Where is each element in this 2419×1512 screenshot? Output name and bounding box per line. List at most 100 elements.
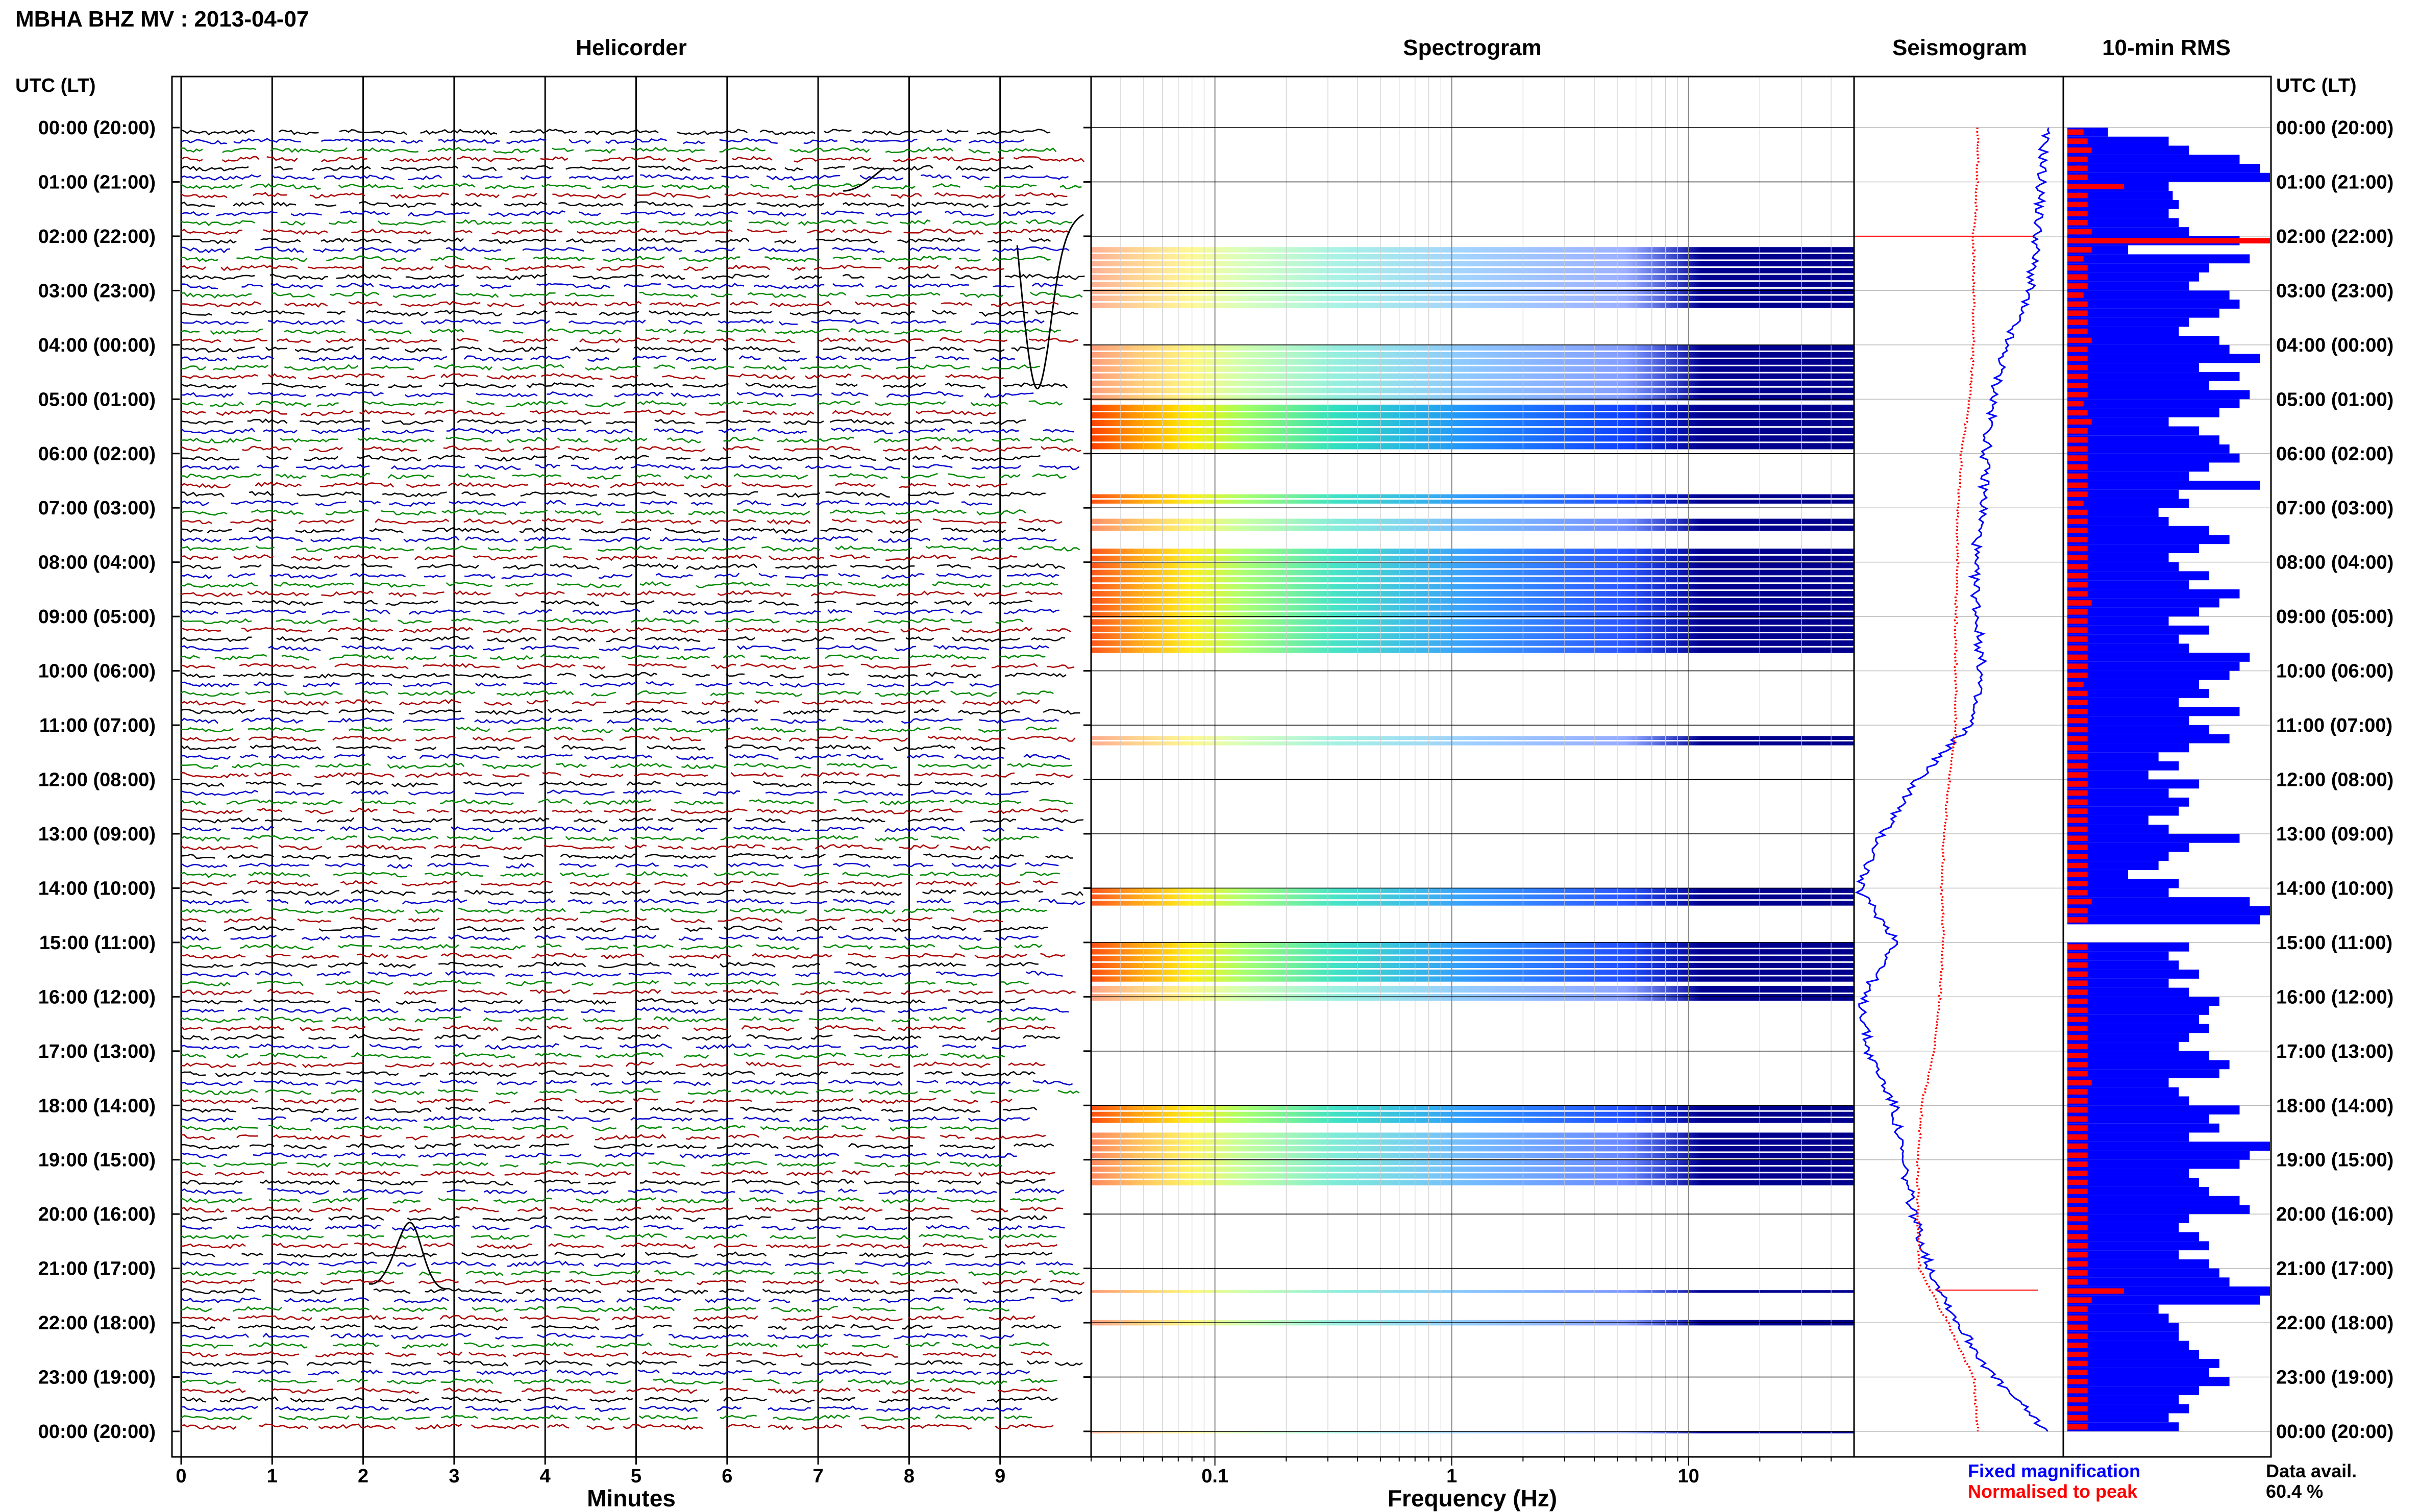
time-label: 12:00 (08:00)	[2276, 770, 2393, 791]
time-label: 00:00 (20:00)	[2276, 1421, 2393, 1443]
time-label: 10:00 (06:00)	[2276, 661, 2393, 682]
seismogram-title: Seismogram	[1892, 35, 2027, 60]
rms-fixed-bar	[2067, 951, 2169, 961]
helicorder-trace	[181, 1143, 1054, 1150]
helicorder-trace	[181, 627, 1072, 634]
spectrogram-band	[1091, 525, 1854, 531]
helicorder-trace	[181, 427, 1074, 435]
helicorder-trace	[181, 898, 1085, 906]
rms-normalised-bar	[2067, 1188, 2088, 1195]
time-label: 07:00 (03:00)	[2276, 498, 2393, 519]
rms-fixed-bar	[2067, 526, 2209, 535]
helicorder-trace	[181, 789, 1029, 796]
time-label: 00:00 (20:00)	[38, 117, 156, 139]
helicorder-trace	[181, 1269, 1080, 1276]
spectrogram-band	[1091, 994, 1854, 1001]
rms-fixed-bar	[2067, 1033, 2189, 1043]
rms-fixed-bar	[2067, 725, 2209, 734]
rms-normalised-bar	[2067, 1397, 2088, 1403]
rms-normalised-bar	[2067, 953, 2088, 959]
rms-normalised-bar	[2067, 1116, 2088, 1122]
spectrogram-band	[1091, 626, 1854, 632]
rms-fixed-bar	[2067, 1331, 2179, 1341]
rms-fixed-bar	[2067, 888, 2169, 898]
rms-fixed-bar	[2067, 1404, 2189, 1414]
rms-normalised-bar	[2067, 383, 2088, 388]
rms-normalised-bar	[2067, 265, 2088, 271]
time-label: 20:00 (16:00)	[2276, 1204, 2393, 1225]
time-label: 11:00 (07:00)	[39, 715, 156, 736]
spectrogram-band	[1091, 1111, 1854, 1117]
helicorder-trace	[181, 944, 1043, 951]
rms-fixed-bar	[2067, 1304, 2159, 1314]
rms-normalised-bar	[2067, 292, 2084, 298]
rms-normalised-bar	[2067, 256, 2084, 262]
time-label: 15:00 (11:00)	[39, 932, 156, 954]
time-label: 19:00 (15:00)	[38, 1150, 156, 1171]
rms-fixed-bar	[2067, 417, 2169, 427]
rms-fixed-bar	[2067, 1341, 2189, 1350]
spectrogram-band	[1091, 598, 1854, 604]
rms-normalised-bar	[2067, 247, 2092, 253]
spectrogram-band	[1091, 962, 1854, 969]
seismogram-normalised-trace	[1915, 127, 1980, 1432]
rms-normalised-bar	[2067, 1234, 2088, 1240]
helicorder-trace	[181, 1170, 1055, 1177]
rms-fixed-bar	[2067, 1413, 2169, 1423]
rms-fixed-bar	[2067, 1024, 2209, 1033]
rms-normalised-bar	[2067, 528, 2088, 533]
helicorder-trace	[181, 1242, 1057, 1249]
rms-normalised-bar	[2067, 1161, 2088, 1167]
rms-fixed-bar	[2067, 779, 2200, 789]
time-label: 23:00 (19:00)	[38, 1367, 156, 1389]
spectrogram-band	[1091, 1290, 1854, 1293]
rms-normalised-bar	[2067, 1143, 2088, 1149]
rms-fixed-bar	[2067, 653, 2250, 662]
rms-fixed-bar	[2067, 997, 2219, 1006]
helicorder-trace	[181, 880, 1058, 887]
helicorder-trace	[181, 138, 1025, 145]
rms-fixed-bar	[2067, 263, 2209, 272]
spectrogram-band	[1091, 976, 1854, 982]
rms-fixed-bar	[2067, 363, 2200, 373]
helicorder-trace	[181, 1034, 1060, 1042]
rms-normalised-bar	[2067, 229, 2092, 235]
rms-normalised-bar	[2067, 473, 2088, 479]
helicorder-trace	[181, 455, 1041, 462]
rms-normalised-bar	[2067, 175, 2088, 180]
rms-fixed-bar	[2067, 797, 2189, 807]
legend-fixed: Fixed magnification	[1968, 1460, 2140, 1481]
rms-normalised-bar	[2067, 1098, 2088, 1104]
helicorder-trace	[181, 301, 1059, 308]
helicorder-trace	[181, 672, 1067, 679]
rms-normalised-bar	[2067, 1107, 2088, 1113]
time-label: 00:00 (20:00)	[2276, 117, 2393, 139]
rms-fixed-bar	[2067, 1250, 2179, 1259]
spectrogram-band	[1091, 942, 1854, 948]
rms-fixed-bar	[2067, 1259, 2209, 1269]
helicorder-trace	[181, 355, 1015, 362]
time-label: 15:00 (11:00)	[2276, 932, 2392, 954]
helicorder-trace	[181, 1197, 1056, 1204]
rms-fixed-bar	[2067, 272, 2200, 282]
rms-normalised-bar	[2067, 1243, 2088, 1249]
helicorder-trace	[181, 1278, 1084, 1286]
rms-normalised-bar	[2067, 989, 2088, 995]
helicorder-trace	[181, 1043, 1026, 1050]
rms-normalised-bar	[2067, 817, 2088, 823]
spectrogram-band	[1091, 295, 1854, 302]
time-label: 01:00 (21:00)	[2276, 171, 2393, 193]
rms-normalised-bar	[2067, 1343, 2088, 1348]
rms-normalised-bar	[2067, 781, 2088, 787]
spectrogram-band	[1091, 380, 1854, 386]
helicorder-trace	[181, 1179, 1046, 1186]
helicorder-trace	[181, 310, 1079, 317]
time-label: 05:00 (01:00)	[38, 389, 156, 410]
rms-normalised-bar	[2067, 301, 2088, 307]
rms-normalised-bar	[2067, 1387, 2088, 1394]
rms-fixed-bar	[2067, 1078, 2169, 1087]
helicorder-trace	[181, 509, 1026, 516]
time-label: 21:00 (17:00)	[2276, 1258, 2393, 1280]
rms-normalised-bar	[2067, 573, 2088, 579]
